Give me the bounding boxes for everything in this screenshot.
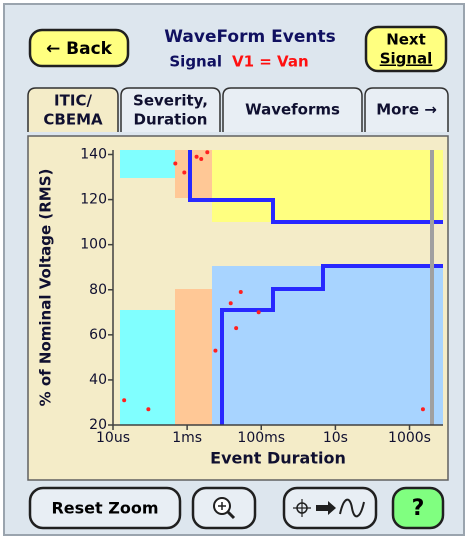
reset-zoom-label: Reset Zoom <box>51 499 158 518</box>
next-button[interactable]: Next Signal <box>364 25 448 73</box>
reset-zoom-button[interactable]: Reset Zoom <box>28 486 182 530</box>
tab-label: Severity, <box>133 92 208 110</box>
data-point <box>173 161 178 166</box>
zone <box>175 150 212 198</box>
itic-upper <box>188 150 443 224</box>
tab-label: More → <box>376 101 437 119</box>
data-point <box>228 301 233 306</box>
back-button[interactable]: ← Back <box>28 28 130 68</box>
tab[interactable]: Waveforms <box>222 87 363 132</box>
next-button-bg <box>364 25 448 73</box>
zone <box>120 150 175 178</box>
signal-label: Signal <box>169 53 222 71</box>
tab-bg <box>222 87 363 132</box>
x-tick-label: 1000s <box>388 430 431 446</box>
help-button[interactable]: ? <box>391 486 445 530</box>
data-point <box>182 170 187 175</box>
tab-bg <box>120 87 221 132</box>
data-point <box>238 290 243 295</box>
wave-icon <box>339 498 365 518</box>
help-bg <box>391 486 445 530</box>
y-tick-label: 80 <box>89 282 107 298</box>
data-point <box>420 407 425 412</box>
tab-bg <box>27 87 119 132</box>
x-tick-label: 100ms <box>237 430 285 446</box>
data-point <box>122 398 127 403</box>
zone <box>120 310 175 425</box>
data-point <box>146 407 151 412</box>
data-point <box>205 150 210 155</box>
arrow-icon <box>316 501 336 515</box>
next-label: Signal <box>380 50 433 68</box>
zoom-icon <box>226 510 236 520</box>
tab[interactable]: Severity,Duration <box>120 87 221 132</box>
data-point <box>256 310 261 315</box>
signal-value: V1 = Van <box>232 53 309 71</box>
data-point <box>194 154 199 159</box>
data-point <box>199 157 204 162</box>
zone <box>212 266 443 425</box>
itic-lower <box>220 264 443 425</box>
tab[interactable]: More → <box>364 87 449 132</box>
title: WaveForm Events <box>164 27 335 47</box>
x-tick-label: 10s <box>323 430 348 446</box>
cursor-mode-button[interactable] <box>282 486 378 530</box>
data-point <box>213 348 218 353</box>
help-label: ? <box>412 496 425 521</box>
y-tick-label: 40 <box>89 372 107 388</box>
tab-label: CBEMA <box>43 111 103 129</box>
x-tick-label: 1ms <box>172 430 202 446</box>
back-label: ← Back <box>46 39 113 59</box>
y-tick-label: 100 <box>80 237 107 253</box>
tab[interactable]: ITIC/CBEMA <box>27 87 119 132</box>
x-axis-label: Event Duration <box>210 449 346 468</box>
reset-zoom-bg <box>28 486 182 530</box>
tab-label: Duration <box>134 111 208 129</box>
data-point <box>234 326 239 331</box>
y-tick-label: 60 <box>89 327 107 343</box>
y-tick-label: 120 <box>80 192 107 208</box>
tab-label: Waveforms <box>245 101 340 119</box>
zones <box>120 150 443 425</box>
zoom-button[interactable] <box>191 486 257 530</box>
y-axis-label: % of Nominal Voltage (RMS) <box>37 169 55 407</box>
back-button-bg <box>28 28 130 68</box>
x-tick-label: 10us <box>96 430 130 446</box>
y-tick-label: 20 <box>89 417 107 433</box>
next-label: Next <box>386 31 426 49</box>
y-tick-label: 140 <box>80 147 107 163</box>
tab-label: ITIC/ <box>54 92 92 110</box>
zone <box>175 289 212 425</box>
tab-bg <box>364 87 449 132</box>
zone <box>212 150 443 222</box>
plot: 20 40 60 80 100 120 140 10us 1ms 100ms 10s 1000s Eve… <box>37 147 443 468</box>
